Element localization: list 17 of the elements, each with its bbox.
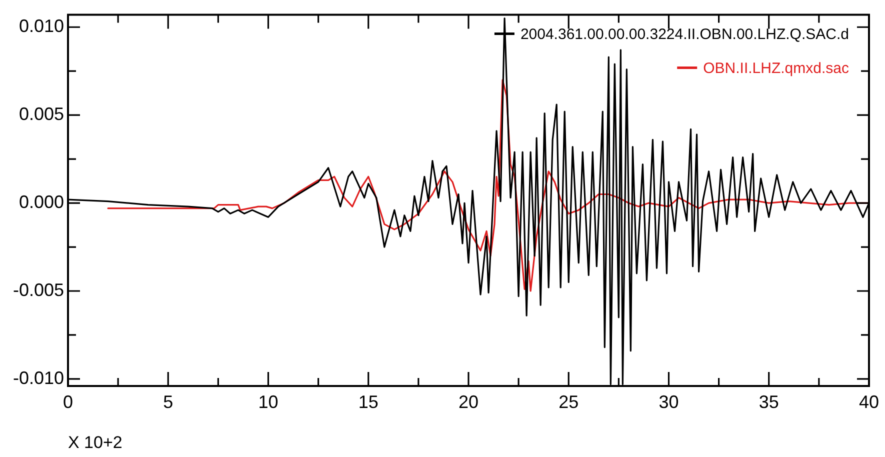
y-tick-label: 0.000 [18, 192, 64, 212]
x-tick-label: 20 [458, 392, 479, 412]
x-tick-label: 10 [258, 392, 278, 412]
x-tick-label: 40 [858, 392, 880, 412]
x-tick-label: 25 [558, 392, 579, 412]
x-tick-label: 30 [658, 392, 679, 412]
y-tick-label: 0.005 [18, 104, 64, 124]
y-tick-label: -0.010 [12, 368, 64, 388]
x-tick-label: 0 [62, 392, 74, 412]
legend-label: OBN.II.LHZ.qmxd.sac [703, 60, 850, 77]
x-tick-label: 5 [163, 392, 174, 412]
y-tick-label: -0.005 [12, 280, 64, 300]
x-tick-label: 35 [758, 392, 779, 412]
legend-label: 2004.361.00.00.00.3224.II.OBN.00.LHZ.Q.SAC.d [520, 26, 849, 43]
y-tick-label: 0.010 [18, 16, 64, 36]
x-axis-title: X 10+2 [68, 433, 122, 452]
x-tick-label: 15 [358, 392, 378, 412]
